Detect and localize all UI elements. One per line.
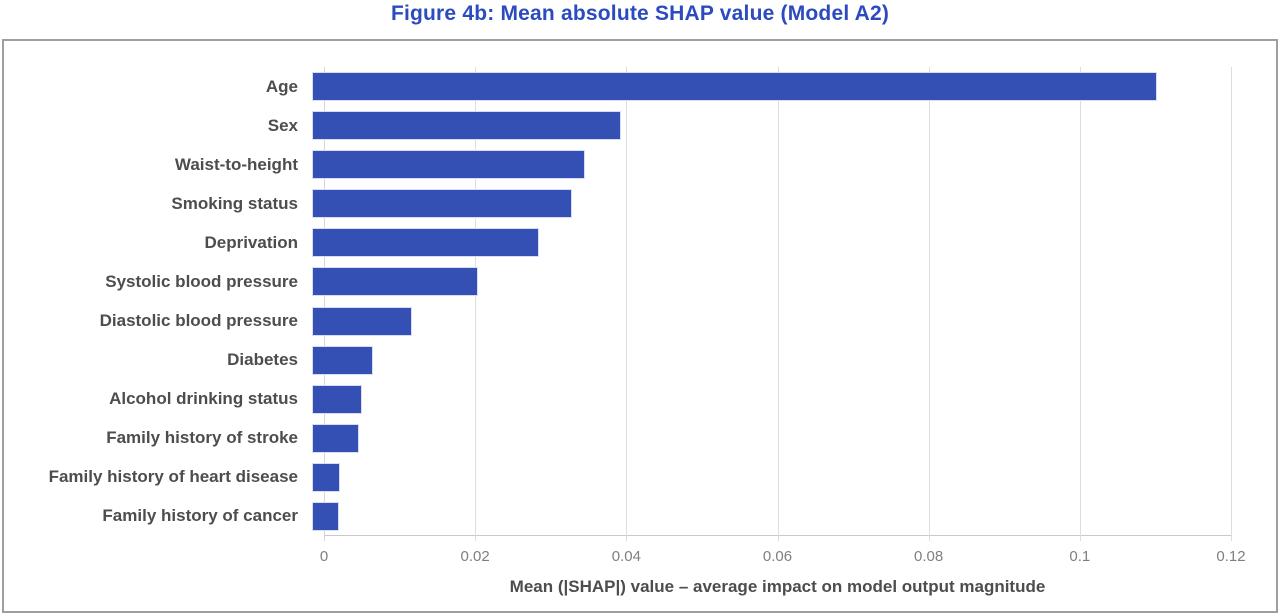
chart-frame: Age Sex Waist-to-height Smoking status Depri… bbox=[2, 39, 1278, 613]
x-tick-label: 0.02 bbox=[460, 548, 490, 565]
x-tick-label: 0.12 bbox=[1216, 548, 1246, 565]
bar-track bbox=[312, 189, 1231, 219]
bar-track bbox=[312, 462, 1231, 492]
bar-row: Family history of cancer bbox=[4, 497, 1231, 536]
gridline bbox=[1079, 67, 1081, 541]
plot-area bbox=[324, 67, 1232, 541]
bar-alcohol-drinking-status bbox=[312, 384, 362, 414]
category-label: Diastolic blood pressure bbox=[99, 311, 298, 330]
bar-row: Waist-to-height bbox=[4, 145, 1231, 184]
bar-track bbox=[312, 111, 1231, 141]
bar-row: Alcohol drinking status bbox=[4, 380, 1231, 419]
category-label: Age bbox=[265, 76, 298, 96]
category-label: Alcohol drinking status bbox=[109, 389, 298, 409]
bar-family-history-of-heart-disease bbox=[312, 462, 340, 492]
bar-waist-to-height bbox=[312, 150, 586, 180]
bar-sex bbox=[312, 111, 621, 141]
category-label: Deprivation bbox=[204, 232, 298, 252]
bar-family-history-of-stroke bbox=[312, 423, 359, 453]
bar-track bbox=[312, 306, 1231, 336]
x-tick-label: 0 bbox=[319, 548, 329, 565]
gridline bbox=[626, 67, 628, 541]
bar-diastolic-blood-pressure bbox=[312, 306, 412, 336]
x-tick-label: 0.08 bbox=[914, 548, 944, 565]
category-label: Waist-to-height bbox=[174, 154, 298, 174]
bar-row: Family history of heart disease bbox=[4, 458, 1231, 497]
x-tick-label: 0.06 bbox=[762, 548, 793, 565]
bar-track bbox=[312, 150, 1231, 180]
x-tick-label: 0.1 bbox=[1069, 548, 1091, 565]
bar-age bbox=[312, 72, 1158, 102]
bar-track bbox=[312, 228, 1231, 258]
gridline bbox=[324, 67, 325, 541]
bar-row: Sex bbox=[4, 106, 1231, 145]
bar-deprivation bbox=[312, 228, 539, 258]
x-axis-label: Mean (|SHAP|) value – average impact on … bbox=[509, 577, 1046, 596]
category-label: Family history of heart disease bbox=[48, 467, 298, 487]
bar-row: Deprivation bbox=[4, 223, 1231, 262]
x-tick-label: 0.04 bbox=[611, 548, 641, 565]
bar-row: Smoking status bbox=[4, 184, 1231, 223]
category-label: Smoking status bbox=[171, 193, 298, 213]
bar-rows: Age Sex Waist-to-height Smoking status Depri… bbox=[4, 67, 1231, 536]
bar-track bbox=[312, 267, 1231, 297]
bar-track bbox=[312, 501, 1231, 531]
page-title: Figure 4b: Mean absolute SHAP value (Mod… bbox=[390, 2, 890, 25]
gridline bbox=[475, 67, 477, 541]
category-label: Sex bbox=[267, 115, 298, 135]
bar-row: Systolic blood pressure bbox=[4, 262, 1231, 301]
bar-systolic-blood-pressure bbox=[312, 267, 479, 297]
bar-row: Diabetes bbox=[4, 341, 1231, 380]
bar-track bbox=[312, 72, 1231, 102]
gridline bbox=[928, 67, 930, 541]
bar-diabetes bbox=[312, 345, 373, 375]
bar-family-history-of-cancer bbox=[312, 501, 339, 531]
bar-track bbox=[312, 345, 1231, 375]
gridline bbox=[1231, 67, 1232, 541]
category-label: Family history of stroke bbox=[106, 428, 298, 448]
category-label: Family history of cancer bbox=[102, 506, 298, 526]
bar-row: Diastolic blood pressure bbox=[4, 301, 1231, 340]
bar-smoking-status bbox=[312, 189, 572, 219]
gridline bbox=[777, 67, 779, 541]
bar-track bbox=[312, 423, 1231, 453]
category-label: Systolic blood pressure bbox=[105, 271, 298, 291]
bar-row: Age bbox=[4, 67, 1231, 106]
bar-row: Family history of stroke bbox=[4, 419, 1231, 458]
bar-track bbox=[312, 384, 1231, 414]
category-label: Diabetes bbox=[227, 350, 298, 370]
